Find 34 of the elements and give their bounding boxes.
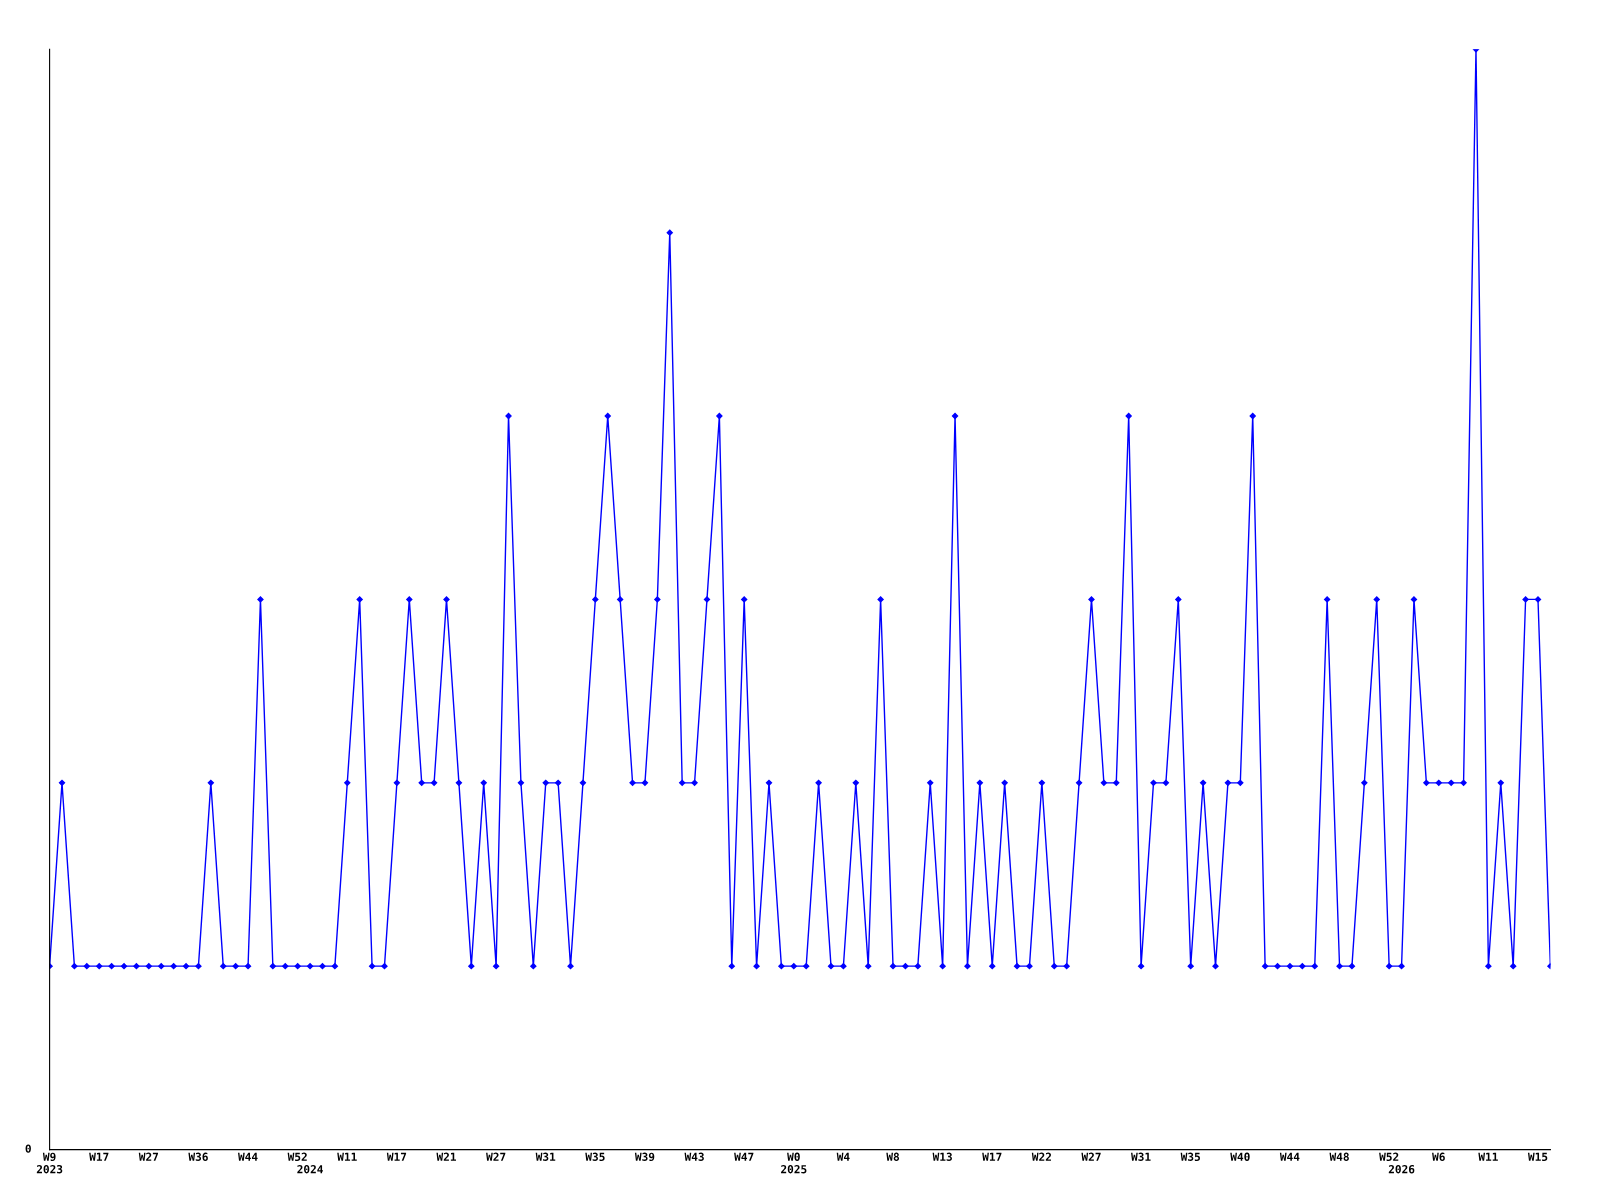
x-tick-label: W31 bbox=[1131, 1152, 1151, 1161]
x-tick-label: W44 bbox=[1279, 1152, 1300, 1161]
x-tick-label: W4 bbox=[836, 1152, 850, 1161]
x-tick-label: W39 bbox=[634, 1152, 655, 1162]
x-tick-label: W21 bbox=[436, 1152, 457, 1161]
x-tick-label: W48 bbox=[1329, 1152, 1349, 1161]
x-tick-label: W22 bbox=[1031, 1152, 1051, 1161]
x-tick-label: W27 bbox=[486, 1152, 506, 1161]
x-tick-label: W35 bbox=[585, 1152, 605, 1161]
x-tick-label: W52 bbox=[287, 1152, 307, 1161]
x-tick-label: W17 bbox=[386, 1152, 407, 1161]
x-tick-label: 2026 bbox=[1388, 1165, 1415, 1174]
x-tick-label: W31 bbox=[535, 1152, 556, 1161]
x-tick-label: W11 bbox=[1478, 1152, 1498, 1161]
x-tick-label: W35 bbox=[1180, 1152, 1200, 1161]
x-tick-label: 2024 bbox=[297, 1165, 323, 1174]
x-tick-label: W43 bbox=[684, 1152, 704, 1161]
x-tick-label: W27 bbox=[1081, 1152, 1101, 1161]
x-tick-label: W9 2023 bbox=[36, 1152, 63, 1174]
x-tick-label: W36 bbox=[188, 1152, 208, 1161]
text: 0 bbox=[25, 1144, 31, 1153]
x-tick-label: W52 bbox=[1379, 1152, 1399, 1161]
x-tick-label: W27 bbox=[138, 1152, 159, 1161]
x-tick-label: W15 bbox=[1527, 1152, 1548, 1161]
x-tick-label: W17 bbox=[89, 1152, 109, 1161]
x-tick-label: W11 bbox=[337, 1152, 357, 1161]
x-tick-label: W0 2025 bbox=[781, 1152, 807, 1174]
x-tick-label: W40 bbox=[1230, 1152, 1250, 1161]
x-tick-label: W47 bbox=[734, 1152, 754, 1161]
x-tick-label: W13 bbox=[932, 1152, 952, 1161]
x-tick-label: W8 bbox=[886, 1152, 900, 1161]
x-tick-label: W44 bbox=[238, 1152, 258, 1161]
x-tick-label: W17 bbox=[982, 1152, 1002, 1161]
x-tick-label: W6 bbox=[1432, 1152, 1445, 1161]
